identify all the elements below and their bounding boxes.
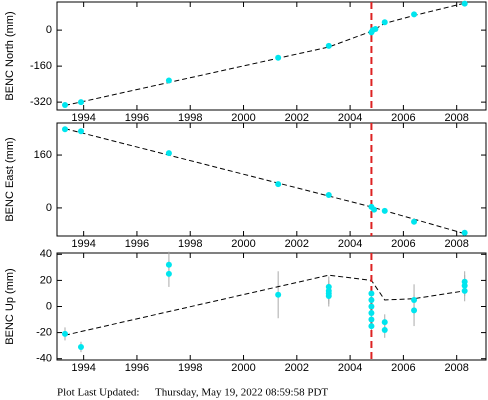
x-tick-label: 2002 <box>285 362 309 374</box>
data-point <box>381 326 388 333</box>
y-tick-label: -40 <box>36 353 52 365</box>
data-point <box>368 296 375 303</box>
data-point <box>77 99 84 106</box>
data-point <box>381 19 388 26</box>
x-tick-label: 2006 <box>391 238 415 250</box>
data-point <box>411 307 418 314</box>
x-tick-label: 2002 <box>285 112 309 124</box>
data-point <box>461 229 468 236</box>
data-point <box>165 270 172 277</box>
fit-line <box>64 2 465 106</box>
x-tick-label: 1994 <box>71 238 95 250</box>
data-point <box>77 343 84 350</box>
y-tick-label: 160 <box>34 149 52 161</box>
x-tick-label: 2004 <box>338 238 362 250</box>
footer-label: Plot Last Updated: <box>57 387 140 399</box>
data-point <box>275 181 282 188</box>
data-point <box>381 319 388 326</box>
x-tick-label: 2008 <box>444 112 468 124</box>
y-axis-label: BENC Up (mm) <box>4 268 16 344</box>
x-tick-label: 2004 <box>338 112 362 124</box>
y-axis-label: BENC North (mm) <box>4 11 16 100</box>
data-point <box>165 261 172 268</box>
data-point <box>461 0 468 7</box>
data-point <box>165 150 172 157</box>
x-tick-label: 2004 <box>338 362 362 374</box>
x-tick-label: 1996 <box>125 238 149 250</box>
y-tick-label: -160 <box>30 60 52 72</box>
x-tick-label: 1996 <box>125 362 149 374</box>
data-point <box>372 26 379 32</box>
y-tick-label: -320 <box>30 96 52 108</box>
x-tick-label: 2000 <box>231 362 255 374</box>
x-tick-label: 1994 <box>71 112 95 124</box>
data-point <box>368 290 375 297</box>
fit-line <box>64 128 465 235</box>
y-tick-label: 20 <box>40 274 52 286</box>
y-tick-label: -20 <box>36 327 52 339</box>
data-point <box>371 206 378 213</box>
data-point <box>275 291 282 298</box>
data-point <box>411 218 418 225</box>
data-point <box>411 11 418 18</box>
data-point <box>165 77 172 84</box>
data-point <box>368 303 375 310</box>
y-tick-label: 0 <box>46 24 52 36</box>
data-point <box>461 282 468 289</box>
y-tick-label: 0 <box>46 300 52 312</box>
data-point <box>77 128 84 135</box>
x-tick-label: 2000 <box>231 112 255 124</box>
x-tick-label: 2006 <box>391 112 415 124</box>
x-tick-label: 1998 <box>178 362 202 374</box>
data-point <box>411 296 418 303</box>
plot-frame <box>56 122 487 237</box>
x-tick-label: 1994 <box>71 362 95 374</box>
x-tick-label: 2008 <box>444 362 468 374</box>
data-point <box>325 192 332 199</box>
data-point <box>368 316 375 323</box>
y-axis-label: BENC East (mm) <box>4 137 16 221</box>
x-tick-label: 1998 <box>178 112 202 124</box>
data-point <box>61 126 68 133</box>
x-tick-label: 1998 <box>178 238 202 250</box>
data-point <box>275 54 282 61</box>
data-point <box>461 287 468 294</box>
plot-frame <box>56 1 487 111</box>
plot-frame <box>56 252 487 361</box>
x-tick-label: 2006 <box>391 362 415 374</box>
data-point <box>325 293 332 300</box>
x-tick-label: 2008 <box>444 238 468 250</box>
x-tick-label: 2000 <box>231 238 255 250</box>
footer-date: Thursday, May 19, 2022 08:59:58 PDT <box>155 387 328 399</box>
x-tick-label: 2002 <box>285 238 309 250</box>
data-point <box>368 310 375 317</box>
y-tick-label: 0 <box>46 202 52 214</box>
x-tick-label: 1996 <box>125 112 149 124</box>
data-point <box>368 323 375 330</box>
data-point <box>61 102 68 109</box>
data-point <box>61 330 68 337</box>
y-tick-label: 40 <box>40 248 52 260</box>
data-point <box>381 207 388 214</box>
data-point <box>325 42 332 49</box>
fit-line <box>64 274 465 336</box>
